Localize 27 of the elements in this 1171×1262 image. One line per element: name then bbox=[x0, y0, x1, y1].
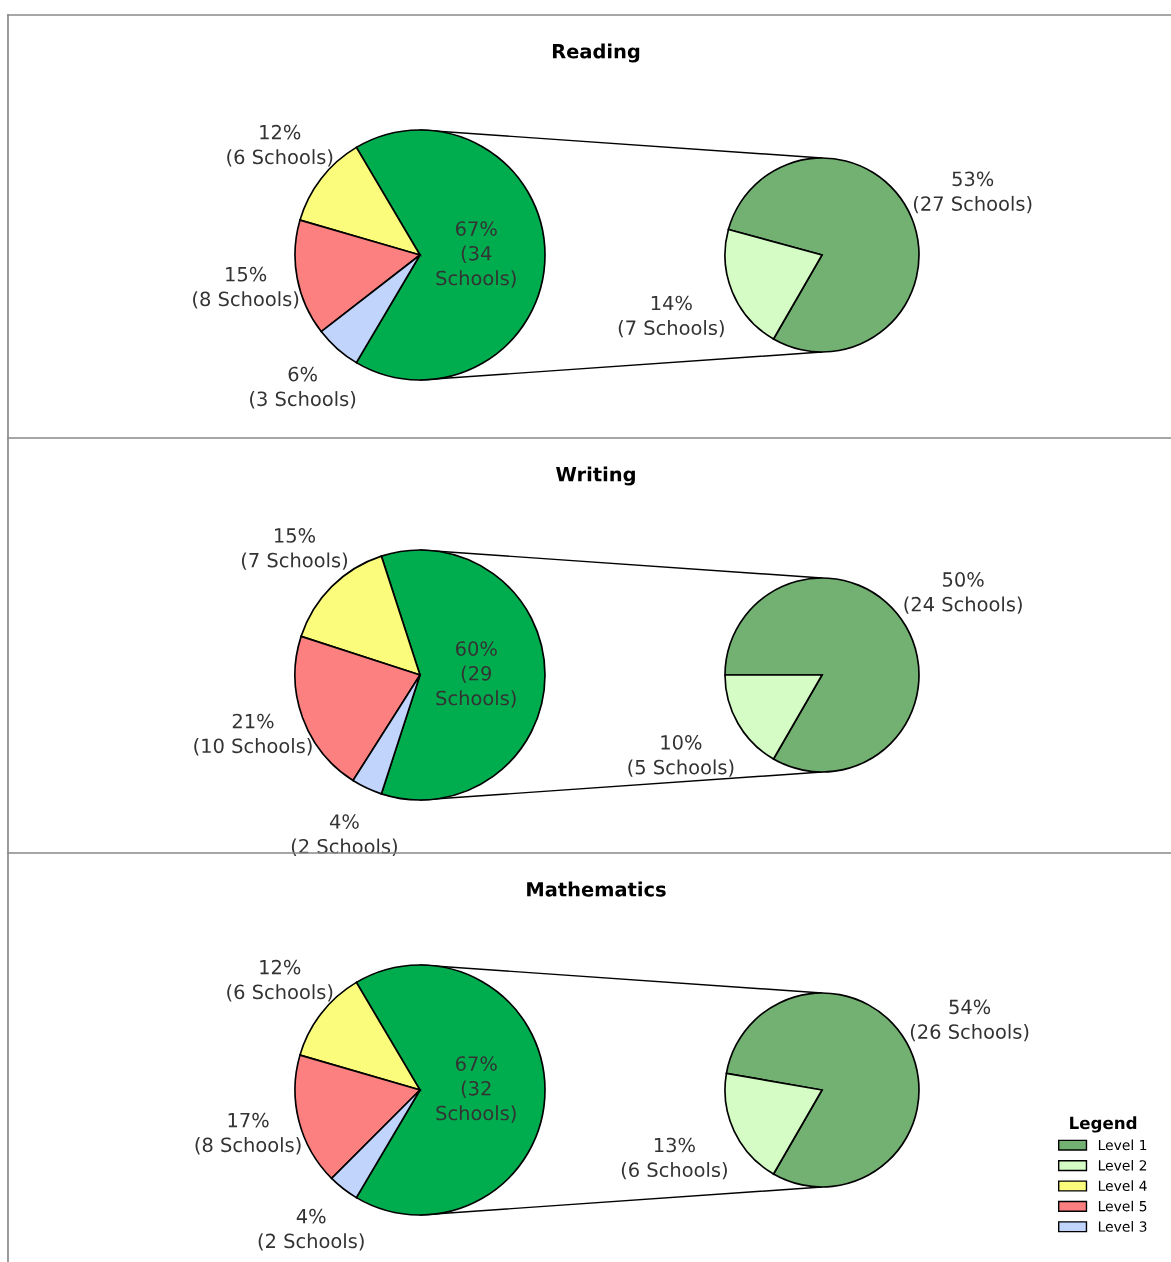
data-label: 10% (5 Schools) bbox=[628, 735, 734, 777]
text: Writing bbox=[556, 466, 635, 486]
data-label: 17% (8 Schools) bbox=[195, 1112, 301, 1155]
data-label: 50% (24 Schools) bbox=[904, 572, 1022, 614]
data-label: 21% (10 Schools) bbox=[194, 713, 312, 756]
data-label: 60% (29 Schools) bbox=[436, 641, 516, 708]
data-label: 6% (3 Schools) bbox=[250, 366, 356, 409]
data-label: 14% (7 Schools) bbox=[618, 295, 724, 338]
legend-label: Level 3 bbox=[1098, 1221, 1147, 1232]
data-label: 4% (2 Schools) bbox=[291, 814, 397, 856]
legend-label: Level 2 bbox=[1098, 1159, 1147, 1171]
chart-title: Mathematics bbox=[527, 881, 666, 897]
data-label: 15% (7 Schools) bbox=[241, 528, 348, 570]
legend-label: Level 1 bbox=[1098, 1139, 1147, 1151]
data-label: 67% (32 Schools) bbox=[436, 1056, 516, 1123]
data-label: 13% (6 Schools) bbox=[621, 1137, 727, 1180]
data-label: 67% (34 Schools) bbox=[436, 221, 516, 288]
data-label: 4% (2 Schools) bbox=[258, 1208, 364, 1251]
text: Reading bbox=[552, 43, 640, 63]
data-label: 12% (6 Schools) bbox=[227, 124, 333, 167]
data-label: 54% (26 Schools) bbox=[910, 999, 1029, 1042]
legend-label: Level 5 bbox=[1098, 1200, 1147, 1212]
data-label: 12% (6 Schools) bbox=[227, 959, 333, 1002]
legend-title: Legend bbox=[1070, 1116, 1137, 1133]
legend-label: Level 4 bbox=[1098, 1180, 1147, 1192]
data-label: 15% (8 Schools) bbox=[193, 266, 299, 309]
data-label: 53% (27 Schools) bbox=[913, 171, 1032, 214]
